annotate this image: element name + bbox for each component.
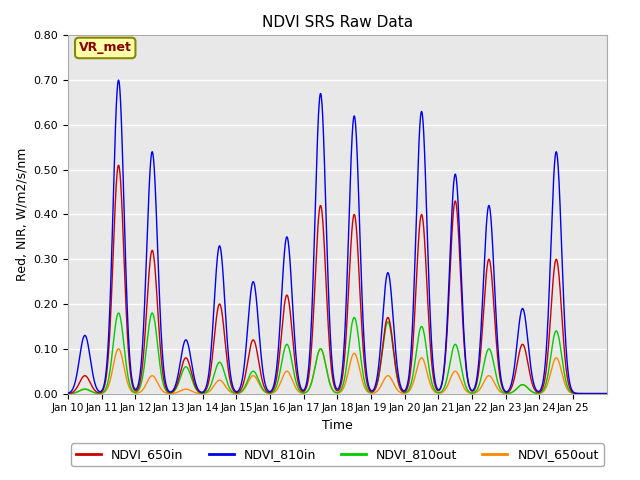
Legend: NDVI_650in, NDVI_810in, NDVI_810out, NDVI_650out: NDVI_650in, NDVI_810in, NDVI_810out, NDV… (71, 443, 604, 466)
Title: NDVI SRS Raw Data: NDVI SRS Raw Data (262, 15, 413, 30)
Text: VR_met: VR_met (79, 41, 132, 54)
Y-axis label: Red, NIR, W/m2/s/nm: Red, NIR, W/m2/s/nm (15, 148, 28, 281)
X-axis label: Time: Time (322, 419, 353, 432)
